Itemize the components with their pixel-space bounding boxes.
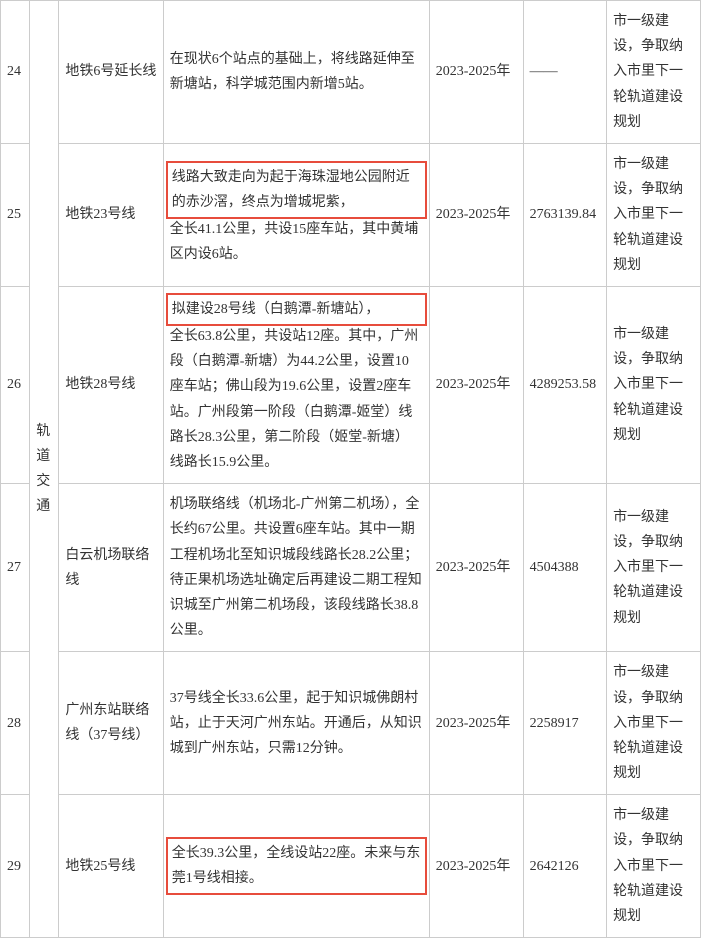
investment-amount: 2763139.84: [523, 143, 606, 286]
line-description: 全长39.3公里，全线设站22座。未来与东莞1号线相接。: [163, 795, 429, 938]
year-range: 2023-2025年: [429, 795, 523, 938]
category-cell: 轨道交通: [30, 1, 59, 938]
investment-amount: 4289253.58: [523, 286, 606, 483]
year-range: 2023-2025年: [429, 1, 523, 144]
rail-transit-table: 24轨道交通地铁6号延长线在现状6个站点的基础上，将线路延伸至新塘站，科学城范围…: [0, 0, 701, 938]
status-text: 市一级建设，争取纳入市里下一轮轨道建设规划: [607, 795, 701, 938]
highlight-box: 线路大致走向为起于海珠湿地公园附近的赤沙滘，终点为增城坭紫，: [166, 161, 427, 219]
investment-amount: 2258917: [523, 652, 606, 795]
line-name: 广州东站联络线（37号线）: [59, 652, 163, 795]
table-row: 28 广州东站联络线（37号线）37号线全长33.6公里，起于知识城佛朗村站，止于…: [1, 652, 701, 795]
status-text: 市一级建设，争取纳入市里下一轮轨道建设规划: [607, 484, 701, 652]
highlight-box: 全长39.3公里，全线设站22座。未来与东莞1号线相接。: [166, 837, 427, 895]
line-description: 在现状6个站点的基础上，将线路延伸至新塘站，科学城范围内新增5站。: [163, 1, 429, 144]
line-description: 37号线全长33.6公里，起于知识城佛朗村站，止于天河广州东站。开通后，从知识城…: [163, 652, 429, 795]
line-name: 地铁6号延长线: [59, 1, 163, 144]
status-text: 市一级建设，争取纳入市里下一轮轨道建设规划: [607, 652, 701, 795]
status-text: 市一级建设，争取纳入市里下一轮轨道建设规划: [607, 286, 701, 483]
status-text: 市一级建设，争取纳入市里下一轮轨道建设规划: [607, 143, 701, 286]
line-description: 线路大致走向为起于海珠湿地公园附近的赤沙滘，终点为增城坭紫，全长41.1公里，共…: [163, 143, 429, 286]
table-row: 24轨道交通地铁6号延长线在现状6个站点的基础上，将线路延伸至新塘站，科学城范围…: [1, 1, 701, 144]
row-index: 26: [1, 286, 30, 483]
table-row: 26 地铁28号线拟建设28号线（白鹅潭-新塘站），全长63.8公里，共设站12座…: [1, 286, 701, 483]
row-index: 24: [1, 1, 30, 144]
line-name: 地铁23号线: [59, 143, 163, 286]
line-name: 地铁28号线: [59, 286, 163, 483]
year-range: 2023-2025年: [429, 143, 523, 286]
line-name: 地铁25号线: [59, 795, 163, 938]
highlight-box: 拟建设28号线（白鹅潭-新塘站），: [166, 293, 427, 326]
table-row: 27 白云机场联络线机场联络线（机场北-广州第二机场），全长约67公里。共设置6座…: [1, 484, 701, 652]
description-rest: 全长41.1公里，共设15座车站，其中黄埔区内设6站。: [170, 222, 419, 262]
table-row: 29 地铁25号线全长39.3公里，全线设站22座。未来与东莞1号线相接。2023…: [1, 795, 701, 938]
investment-amount: 4504388: [523, 484, 606, 652]
investment-amount: ——: [523, 1, 606, 144]
year-range: 2023-2025年: [429, 652, 523, 795]
row-index: 25: [1, 143, 30, 286]
row-index: 27: [1, 484, 30, 652]
line-description: 机场联络线（机场北-广州第二机场），全长约67公里。共设置6座车站。其中一期工程…: [163, 484, 429, 652]
year-range: 2023-2025年: [429, 286, 523, 483]
line-description: 拟建设28号线（白鹅潭-新塘站），全长63.8公里，共设站12座。其中，广州段（…: [163, 286, 429, 483]
status-text: 市一级建设，争取纳入市里下一轮轨道建设规划: [607, 1, 701, 144]
line-name: 白云机场联络线: [59, 484, 163, 652]
investment-amount: 2642126: [523, 795, 606, 938]
row-index: 28: [1, 652, 30, 795]
row-index: 29: [1, 795, 30, 938]
table-row: 25 地铁23号线线路大致走向为起于海珠湿地公园附近的赤沙滘，终点为增城坭紫，全长…: [1, 143, 701, 286]
year-range: 2023-2025年: [429, 484, 523, 652]
description-rest: 全长63.8公里，共设站12座。其中，广州段（白鹅潭-新塘）为44.2公里，设置…: [170, 329, 419, 470]
